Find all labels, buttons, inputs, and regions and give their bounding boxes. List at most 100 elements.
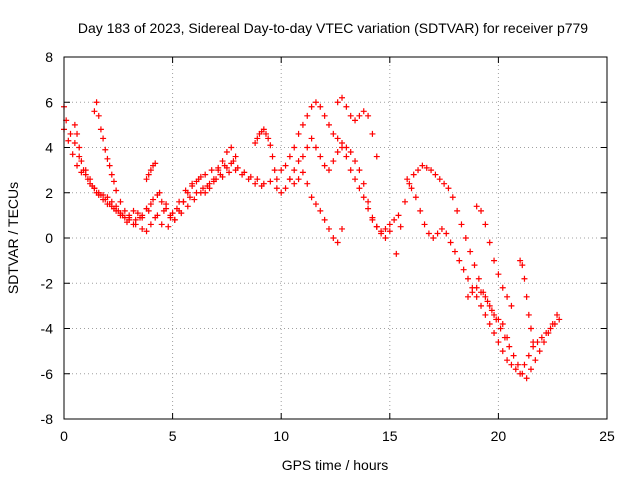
data-point [269, 153, 276, 160]
data-point [308, 194, 315, 201]
data-point [386, 221, 393, 228]
data-point [308, 135, 315, 142]
data-point [464, 275, 471, 282]
data-point [486, 320, 493, 327]
data-point [454, 207, 461, 214]
data-point [158, 198, 165, 205]
data-point [365, 198, 372, 205]
data-point [538, 334, 545, 341]
y-tick-label: -2 [41, 275, 54, 291]
x-tick-label: 0 [60, 428, 68, 444]
data-point [441, 180, 448, 187]
data-point [482, 293, 489, 300]
y-tick-label: 6 [45, 94, 53, 110]
data-point [456, 257, 463, 264]
data-point [232, 153, 239, 160]
data-point [347, 112, 354, 119]
data-point [295, 130, 302, 137]
data-point [265, 135, 272, 142]
data-point [378, 230, 385, 237]
data-point [234, 164, 241, 171]
data-point [512, 366, 519, 373]
data-point [554, 311, 561, 318]
data-point [202, 171, 209, 178]
data-point [291, 144, 298, 151]
data-point [130, 207, 137, 214]
data-point [260, 180, 267, 187]
data-point [262, 130, 269, 137]
data-point [532, 357, 539, 364]
data-point [430, 235, 437, 241]
data-point [406, 180, 413, 187]
data-point [152, 160, 159, 167]
series-arc-3 [91, 99, 237, 230]
data-point [304, 144, 311, 151]
data-point [432, 171, 439, 178]
data-point [278, 167, 285, 174]
data-point [143, 228, 150, 235]
data-point [445, 185, 452, 192]
data-point [462, 235, 469, 241]
data-point [504, 334, 511, 341]
data-point [143, 205, 150, 212]
data-point [458, 221, 465, 228]
x-tick-label: 10 [273, 428, 289, 444]
data-point [91, 185, 98, 192]
data-point [352, 158, 359, 165]
y-axis-label: SDTVAR / TECUs [5, 182, 21, 294]
y-tick-label: -6 [41, 366, 54, 382]
data-point [478, 302, 485, 309]
data-point [206, 185, 213, 192]
data-point [215, 167, 222, 174]
data-point [93, 99, 100, 106]
data-point [436, 176, 443, 183]
data-point [130, 221, 137, 228]
data-point [395, 212, 402, 219]
data-point [117, 212, 124, 219]
data-point [267, 178, 274, 185]
data-point [475, 275, 482, 282]
data-point [108, 171, 115, 178]
series-arc-5 [143, 144, 239, 223]
data-point [143, 176, 150, 183]
data-point [449, 194, 456, 201]
chart-title: Day 183 of 2023, Sidereal Day-to-day VTE… [78, 20, 588, 36]
data-point [419, 162, 426, 169]
y-tick-label: 2 [45, 185, 53, 201]
data-point [415, 167, 422, 174]
data-point [228, 144, 235, 151]
data-point [273, 185, 280, 192]
series-arc-12 [404, 176, 563, 377]
data-point [200, 185, 207, 192]
data-point [223, 164, 230, 171]
data-point [282, 162, 289, 169]
data-point [339, 225, 346, 232]
data-point [299, 169, 306, 176]
data-point [491, 330, 498, 337]
data-point [438, 225, 445, 232]
data-point [152, 214, 159, 221]
data-point [317, 153, 324, 160]
data-point [382, 225, 389, 232]
data-point [317, 103, 324, 110]
data-point [521, 361, 528, 368]
data-point [369, 216, 376, 223]
data-point [330, 158, 337, 165]
series-arc-9 [286, 169, 346, 246]
series-arc-11 [393, 162, 561, 382]
data-point [82, 167, 89, 174]
data-point [104, 201, 111, 208]
data-point [365, 205, 372, 212]
data-point [286, 153, 293, 160]
data-point [488, 307, 495, 314]
y-tick-label: 8 [45, 49, 53, 65]
data-point [447, 239, 454, 246]
data-point [295, 158, 302, 165]
data-point [486, 302, 493, 309]
data-point [508, 361, 515, 368]
data-point [71, 139, 78, 146]
data-point [282, 185, 289, 192]
data-point [467, 248, 474, 255]
x-axis-label: GPS time / hours [282, 457, 389, 473]
data-point [408, 185, 415, 192]
